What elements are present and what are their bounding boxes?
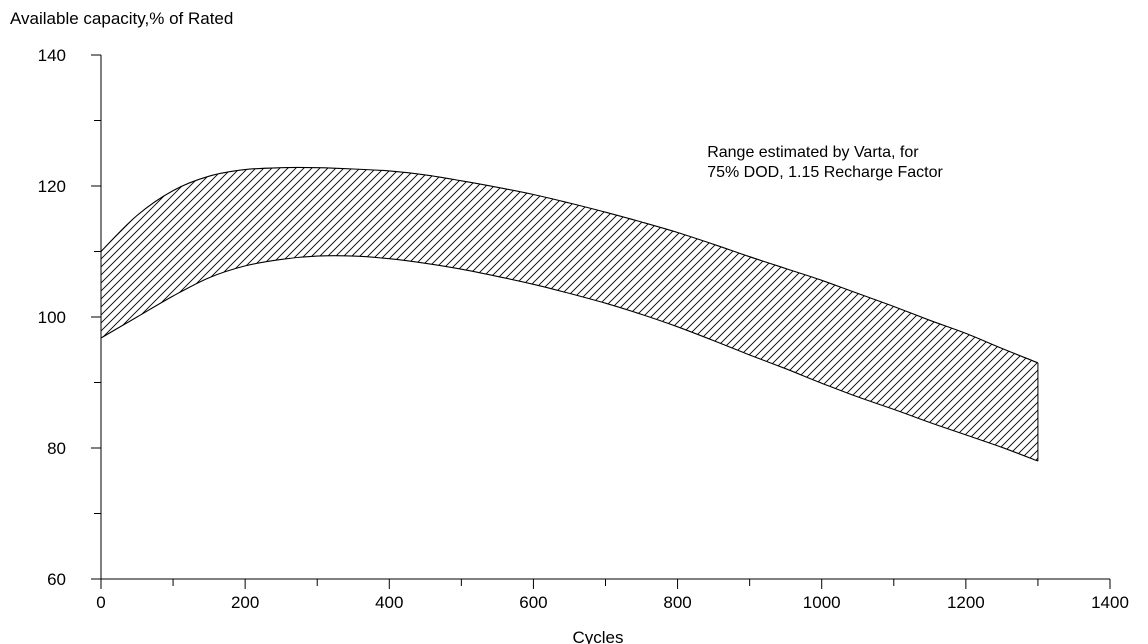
y-tick-label: 80 [47, 439, 66, 458]
x-tick-label: 200 [231, 593, 259, 612]
y-axis-title: Available capacity,% of Rated [10, 9, 233, 28]
x-tick-label: 1200 [947, 593, 985, 612]
y-tick-label: 100 [38, 308, 66, 327]
annotation-text: 75% DOD, 1.15 Recharge Factor [707, 164, 943, 181]
x-axis-title: Cycles [572, 628, 623, 644]
axis-ticks: 0 200 400 600 800 1000 1200 1400 60 80 100 120 140 [38, 46, 1129, 612]
x-tick-label: 800 [663, 593, 691, 612]
x-tick-label: 1400 [1091, 593, 1129, 612]
x-tick-label: 1000 [803, 593, 841, 612]
lower-bound-line [100, 255, 1039, 462]
x-tick-label: 600 [519, 593, 547, 612]
hatched-range-area [101, 167, 1038, 462]
y-tick-label: 60 [47, 570, 66, 589]
annotation-text: Range estimated by Varta, for [707, 144, 919, 161]
capacity-range-band [100, 166, 1039, 462]
annotations: Range estimated by Varta, for 75% DOD, 1.… [707, 144, 943, 181]
x-tick-label: 400 [375, 593, 403, 612]
y-tick-label: 140 [38, 46, 66, 65]
axes [100, 55, 1110, 580]
y-tick-label: 120 [38, 177, 66, 196]
upper-bound-line [100, 166, 1039, 364]
x-tick-label: 0 [96, 593, 105, 612]
